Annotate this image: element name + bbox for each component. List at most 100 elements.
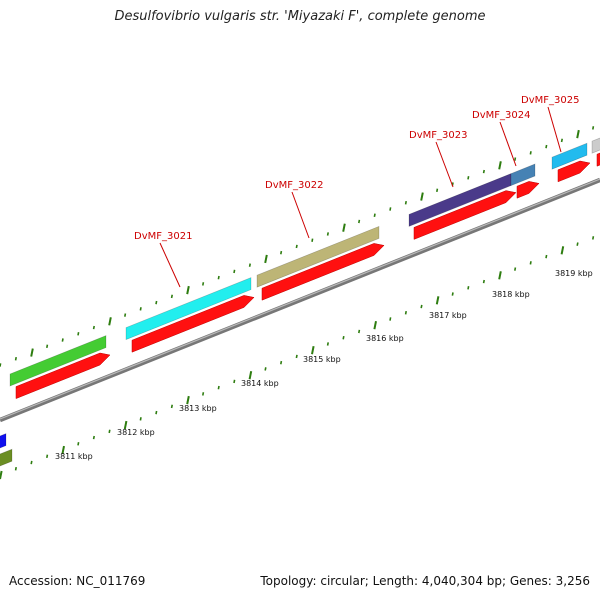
tick-mark <box>560 246 565 255</box>
tick-mark <box>295 244 298 249</box>
tick-mark <box>436 188 439 193</box>
tick-mark <box>0 363 2 367</box>
tick-mark <box>217 385 220 390</box>
cds-arrow <box>516 181 540 199</box>
cds-features <box>15 152 600 399</box>
backbone-line <box>0 177 600 423</box>
label-leaders <box>159 106 562 288</box>
tick-mark <box>155 300 158 305</box>
tick-mark <box>529 151 532 155</box>
tick-mark <box>420 304 423 309</box>
tick-mark <box>545 144 548 149</box>
tick-mark <box>139 417 142 421</box>
kbp-label: 3811 kbp <box>55 452 93 461</box>
tick-mark <box>342 223 346 232</box>
gene-label: DvMF_3023 <box>409 130 467 141</box>
tick-mark <box>404 311 407 315</box>
label-leader-line <box>499 121 517 167</box>
accession-text: Accession: NC_011769 <box>9 574 146 588</box>
map-title: Desulfovibrio vulgaris str. 'Miyazaki F'… <box>114 9 486 24</box>
tick-mark <box>358 329 361 334</box>
kbp-label: 3818 kbp <box>492 290 530 299</box>
tick-mark <box>482 279 485 284</box>
tick-mark <box>420 192 424 201</box>
kbp-label: 3813 kbp <box>179 404 217 413</box>
tick-mark <box>77 332 80 336</box>
gene-label: DvMF_3025 <box>521 95 579 106</box>
tick-mark <box>170 404 173 409</box>
upper-ticks <box>0 126 595 367</box>
gene-label: DvMF_3024 <box>472 110 530 121</box>
tick-mark <box>233 379 236 384</box>
tick-mark <box>186 285 190 295</box>
tick-mark <box>498 271 502 280</box>
tick-mark <box>326 342 329 346</box>
lower-ticks <box>0 236 595 480</box>
tick-mark <box>0 470 3 480</box>
gene-bar <box>551 142 588 170</box>
tick-mark <box>139 307 142 311</box>
gene-features <box>0 137 600 467</box>
tick-mark <box>123 420 128 430</box>
tick-mark <box>514 157 517 161</box>
tick-mark <box>170 294 173 299</box>
tick-mark <box>233 269 236 274</box>
gene-label: DvMF_3022 <box>265 180 323 191</box>
cds-arrow <box>413 190 517 240</box>
tick-mark <box>186 395 190 405</box>
cds-arrow <box>261 243 385 301</box>
kbp-label: 3817 kbp <box>429 311 467 320</box>
tick-mark <box>248 263 251 267</box>
tick-mark <box>311 238 314 242</box>
tick-mark <box>280 250 283 255</box>
tick-mark <box>14 467 17 471</box>
gene-bar <box>9 335 107 387</box>
tick-mark <box>124 313 127 317</box>
tick-mark <box>92 325 95 330</box>
gene-labels: DvMF_3021 DvMF_3022 DvMF_3023 DvMF_3024 DvMF… <box>134 95 579 242</box>
tick-mark <box>482 169 485 174</box>
tick-mark <box>373 321 377 330</box>
tick-mark <box>108 429 111 434</box>
tick-mark <box>108 317 112 326</box>
tick-mark <box>77 442 80 446</box>
tick-mark <box>389 317 392 321</box>
tick-mark <box>61 445 65 455</box>
tick-mark <box>560 138 563 143</box>
tick-mark <box>217 275 220 280</box>
kbp-labels: 3811 kbp 3812 kbp 3813 kbp 3814 kbp 3815 kbp… <box>55 269 593 461</box>
tick-mark <box>155 410 158 415</box>
tick-mark <box>202 282 205 286</box>
backbone-group <box>0 177 600 423</box>
tick-mark <box>467 286 470 290</box>
tick-mark <box>202 392 205 396</box>
tick-mark <box>514 267 517 271</box>
tick-mark <box>30 348 34 357</box>
tick-mark <box>467 176 470 180</box>
tick-mark <box>576 242 579 246</box>
kbp-label: 3814 kbp <box>241 379 279 388</box>
kbp-label: 3816 kbp <box>366 334 404 343</box>
cds-arrow <box>15 352 111 399</box>
gene-bar <box>510 163 536 187</box>
gene-bar <box>0 433 7 449</box>
tick-mark <box>373 213 376 217</box>
tick-mark <box>61 338 64 342</box>
tick-mark <box>30 460 33 465</box>
tick-mark <box>264 254 268 264</box>
kbp-label: 3815 kbp <box>303 355 341 364</box>
kbp-label: 3812 kbp <box>117 428 155 437</box>
tick-mark <box>592 126 595 130</box>
tick-mark <box>311 346 315 355</box>
tick-mark <box>358 219 361 224</box>
tick-mark <box>451 292 454 296</box>
gene-bar <box>591 137 600 154</box>
tick-mark <box>295 354 298 359</box>
cds-arrow <box>557 160 591 183</box>
gene-label: DvMF_3021 <box>134 231 192 242</box>
tick-mark <box>342 335 345 340</box>
topology-text: Topology: circular; Length: 4,040,304 bp… <box>260 574 590 588</box>
label-leader-line <box>159 242 181 288</box>
gene-bar <box>0 448 13 467</box>
